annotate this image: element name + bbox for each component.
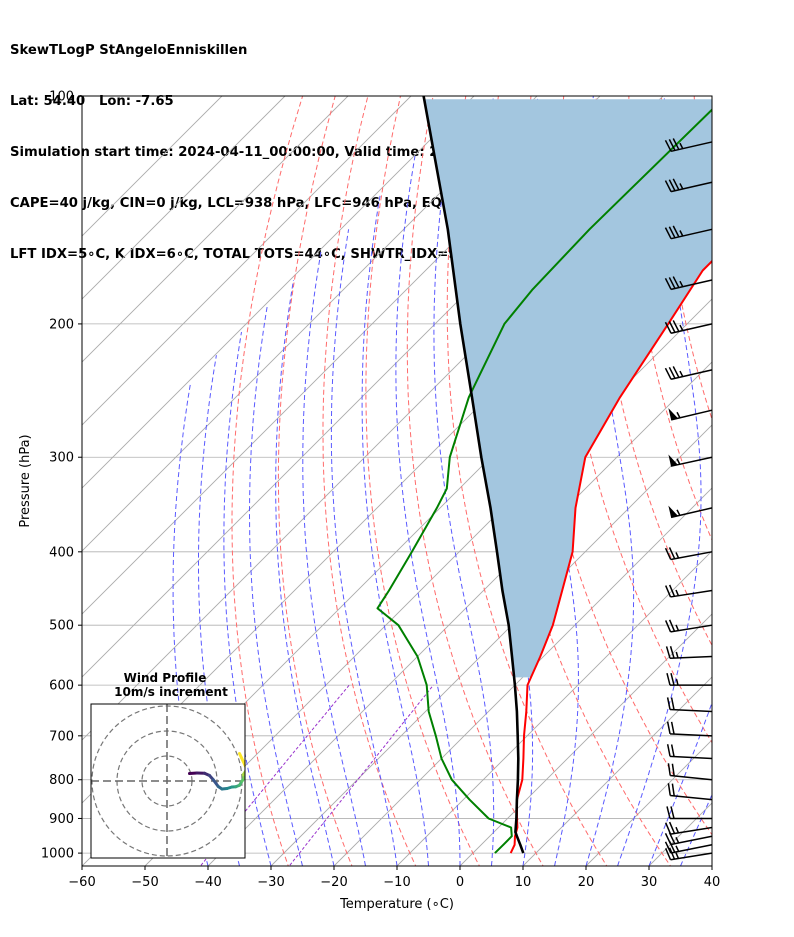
x-tick-label: 30 — [641, 875, 658, 890]
y-tick-label: 400 — [49, 545, 74, 560]
wind-barb — [664, 821, 713, 835]
location-line: Lat: 54.40 Lon: -7.65 — [10, 94, 174, 109]
wind-barb — [664, 276, 713, 291]
dry-adiabat — [365, 96, 480, 866]
dry-adiabat — [277, 96, 353, 866]
y-tick-label: 800 — [49, 773, 74, 788]
moist-adiabat — [249, 306, 303, 866]
dry-adiabat — [446, 96, 608, 866]
isotherm-line — [82, 96, 223, 237]
y-tick-label: 300 — [49, 451, 74, 466]
y-tick-label: 100 — [49, 90, 74, 105]
x-tick-label: 20 — [578, 875, 595, 890]
moist-adiabat — [302, 250, 366, 866]
x-tick-label: −60 — [68, 875, 95, 890]
isotherm-line — [82, 96, 286, 300]
mixing-ratio-line — [288, 684, 434, 866]
x-tick-label: −30 — [257, 875, 284, 890]
moist-adiabat — [198, 355, 240, 866]
isotherm-line — [82, 96, 475, 489]
wind-barb — [664, 832, 713, 846]
moist-adiabat — [711, 864, 712, 866]
dry-adiabat — [231, 96, 304, 866]
isotherm-line — [522, 676, 712, 866]
moist-adiabat — [648, 701, 712, 866]
wind-barb — [664, 619, 713, 633]
isotherm-line — [333, 487, 712, 866]
x-tick-label: −10 — [383, 875, 410, 890]
moist-adiabat — [395, 155, 461, 866]
dry-adiabat — [322, 96, 417, 866]
y-tick-label: 900 — [49, 812, 74, 827]
x-tick-label: 10 — [515, 875, 532, 890]
moist-adiabat — [361, 194, 429, 866]
isotherm-line — [459, 613, 712, 866]
moist-adiabat — [223, 331, 272, 866]
moist-adiabat — [330, 229, 398, 866]
wind-barb — [667, 783, 713, 801]
wind-barb — [666, 806, 712, 820]
moist-adiabat — [680, 793, 712, 866]
parcel-profile — [422, 96, 525, 854]
hodograph-trace — [238, 752, 245, 769]
wind-barb — [665, 584, 713, 598]
x-tick-label: −20 — [320, 875, 347, 890]
hodograph-subtitle: 10m/s increment — [114, 685, 228, 699]
wind-barb — [664, 547, 713, 561]
dewpoint-profile — [376, 108, 712, 854]
moist-adiabat — [433, 127, 495, 866]
dry-adiabat — [727, 96, 794, 869]
x-tick-label: 0 — [456, 875, 464, 890]
hodograph-title: Wind Profile — [124, 671, 207, 685]
moist-adiabat — [275, 279, 335, 866]
isotherm-line — [396, 550, 712, 866]
x-axis-label: Temperature (∘C) — [339, 897, 454, 912]
wind-barb — [664, 320, 713, 335]
x-tick-label: 40 — [704, 875, 721, 890]
y-tick-label: 1000 — [41, 847, 74, 862]
y-tick-label: 200 — [49, 317, 74, 332]
isotherm-line — [82, 96, 538, 552]
x-tick-label: −40 — [194, 875, 221, 890]
wind-barb — [664, 366, 713, 380]
hodograph-frame — [90, 703, 246, 859]
x-tick-label: −50 — [131, 875, 158, 890]
wind-barb — [666, 744, 713, 760]
isotherm-line — [82, 96, 349, 363]
y-tick-label: 700 — [49, 729, 74, 744]
y-tick-label: 600 — [49, 679, 74, 694]
wind-barb — [664, 225, 713, 240]
isotherm-line — [82, 96, 412, 426]
wind-barb — [665, 646, 713, 660]
wind-barb — [668, 505, 713, 519]
wind-barb — [668, 454, 713, 467]
dry-adiabat — [661, 96, 712, 421]
y-tick-label: 500 — [49, 619, 74, 634]
wind-barb — [668, 408, 713, 421]
wind-barb — [666, 672, 712, 686]
wind-barb — [664, 138, 713, 153]
wind-barb — [666, 721, 713, 737]
dry-adiabat — [759, 96, 794, 869]
cape-area — [424, 99, 712, 678]
y-axis-label: Pressure (hPa) — [18, 434, 33, 527]
chart-title: SkewTLogP StAngeloEnniskillen — [10, 43, 248, 58]
hodograph-trace — [244, 768, 245, 773]
wind-barb — [666, 697, 713, 713]
isotherm-line — [270, 424, 712, 866]
moist-adiabat — [617, 96, 702, 866]
wind-barb — [664, 178, 713, 193]
wind-barb — [667, 763, 713, 781]
isotherm-line — [711, 865, 712, 866]
